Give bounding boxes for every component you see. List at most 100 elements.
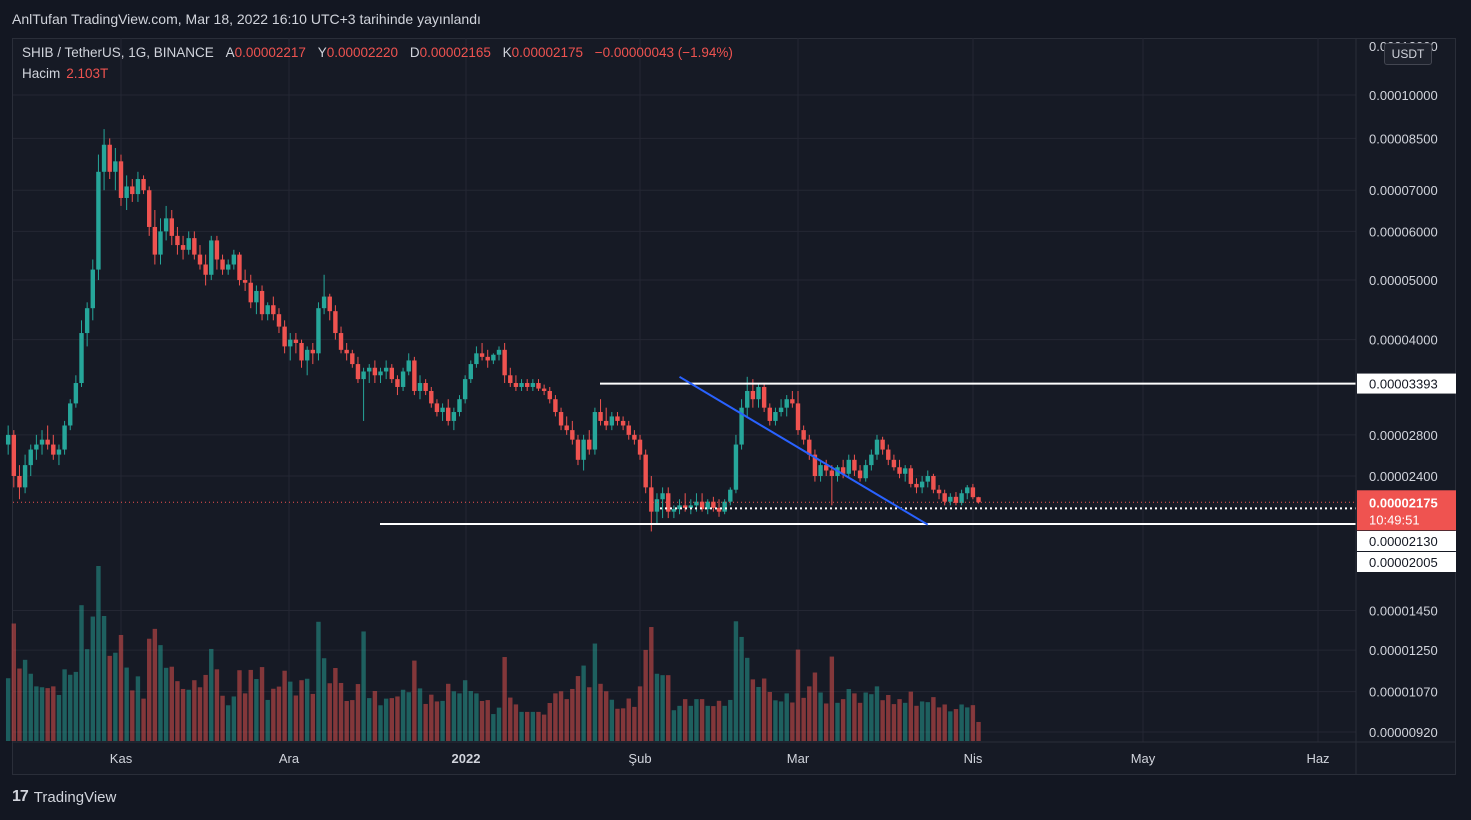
currency-button[interactable]: USDT — [1384, 43, 1432, 65]
volume-bar — [316, 621, 321, 741]
volume-bar — [56, 694, 62, 741]
volume-bar — [835, 702, 840, 741]
volume-bar — [462, 680, 468, 741]
candle-body — [942, 493, 947, 502]
symbol-label[interactable]: SHIB / TetherUS, 1G, BINANCE — [22, 45, 214, 60]
volume-key: Hacim — [22, 66, 61, 81]
candle-body — [874, 439, 880, 455]
volume-bar — [468, 691, 473, 741]
level-label: 0.00002005 — [1369, 555, 1438, 570]
candle-body — [101, 144, 107, 172]
volume-bar — [90, 616, 95, 741]
volume-bar — [440, 700, 445, 741]
candle-body — [355, 364, 361, 380]
volume-bar — [135, 676, 141, 741]
grid — [13, 38, 1356, 742]
volume-bar — [519, 711, 524, 741]
volume-bar — [761, 678, 767, 741]
volume-bar — [34, 686, 39, 741]
volume-bar — [209, 648, 214, 741]
volume-bar — [11, 623, 17, 741]
level-label: 0.00002130 — [1369, 534, 1438, 549]
volume-bar — [508, 697, 513, 741]
volume-bar — [68, 674, 73, 741]
volume-bar — [180, 688, 186, 741]
level-label-box — [1357, 531, 1456, 551]
volume-bar — [801, 697, 806, 741]
candle-body — [581, 439, 586, 460]
volume-bar — [485, 700, 490, 741]
candle-body — [214, 240, 220, 260]
change-value: −0.00000043 (−1.94%) — [594, 45, 733, 60]
candle-body — [502, 349, 507, 376]
volume-bar — [728, 699, 733, 741]
volume-bar — [124, 667, 129, 741]
candle-body — [880, 439, 885, 450]
tradingview-logo-icon: 17 — [12, 788, 29, 805]
candle-body — [96, 171, 101, 270]
candle-body — [908, 468, 914, 484]
candle-body — [135, 179, 141, 195]
candle-body — [570, 430, 575, 440]
last-price-tag — [1357, 490, 1456, 531]
candle-body — [953, 496, 959, 503]
candle-body — [361, 371, 366, 380]
volume-bar — [130, 690, 135, 741]
candle-body — [68, 403, 73, 426]
candle-body — [79, 333, 84, 384]
volume-bar — [643, 649, 648, 741]
candle-body — [141, 179, 146, 191]
candle-body — [440, 407, 445, 413]
volume-bar — [367, 698, 372, 741]
volume-bar — [479, 701, 485, 741]
candle-body — [682, 505, 688, 508]
candle-body — [790, 399, 795, 404]
candle-body — [192, 238, 197, 255]
volume-bar — [152, 628, 158, 741]
high-key: Y — [317, 45, 327, 60]
volume-bar — [654, 673, 660, 741]
volume-bar — [158, 645, 163, 741]
volume-bar — [502, 657, 507, 741]
ohlc-legend: SHIB / TetherUS, 1G, BINANCE A0.00002217… — [22, 45, 733, 60]
candle-body — [423, 383, 428, 391]
candle-body — [750, 390, 756, 400]
volume-bar — [491, 714, 496, 741]
descending-trendline[interactable] — [679, 375, 929, 526]
volume-bar — [682, 699, 688, 741]
volume-bar — [327, 683, 332, 741]
volume-bar — [530, 711, 536, 741]
volume-bar — [570, 688, 575, 741]
volume-bar — [225, 705, 231, 741]
candle-body — [756, 386, 761, 400]
volume-bar — [412, 660, 417, 741]
volume-bar — [220, 695, 225, 741]
candle-body — [536, 383, 541, 389]
candle-body — [886, 449, 891, 460]
candles — [5, 129, 981, 532]
candle-body — [299, 342, 304, 361]
candle-body — [327, 296, 332, 312]
volume-bar — [389, 698, 394, 741]
candle-body — [113, 161, 118, 172]
candle-body — [677, 505, 682, 510]
volume-bar — [406, 692, 411, 741]
volume-bar — [321, 658, 327, 741]
volume-bar — [96, 566, 101, 741]
volume-bar — [299, 680, 304, 741]
candle-body — [716, 507, 722, 512]
candle-body — [124, 186, 129, 198]
footer-brand[interactable]: 17 TradingView — [12, 788, 116, 806]
volume-bar — [942, 704, 947, 741]
candle-body — [863, 465, 868, 479]
candle-body — [34, 444, 39, 450]
candle-body — [976, 497, 981, 503]
candle-body — [530, 383, 536, 387]
time-tick-label: Mar — [787, 751, 810, 766]
volume-bar — [632, 706, 637, 741]
volume-bar — [886, 694, 891, 741]
candle-body — [276, 314, 282, 327]
volume-bar — [739, 636, 744, 741]
volume-bar — [711, 706, 716, 741]
